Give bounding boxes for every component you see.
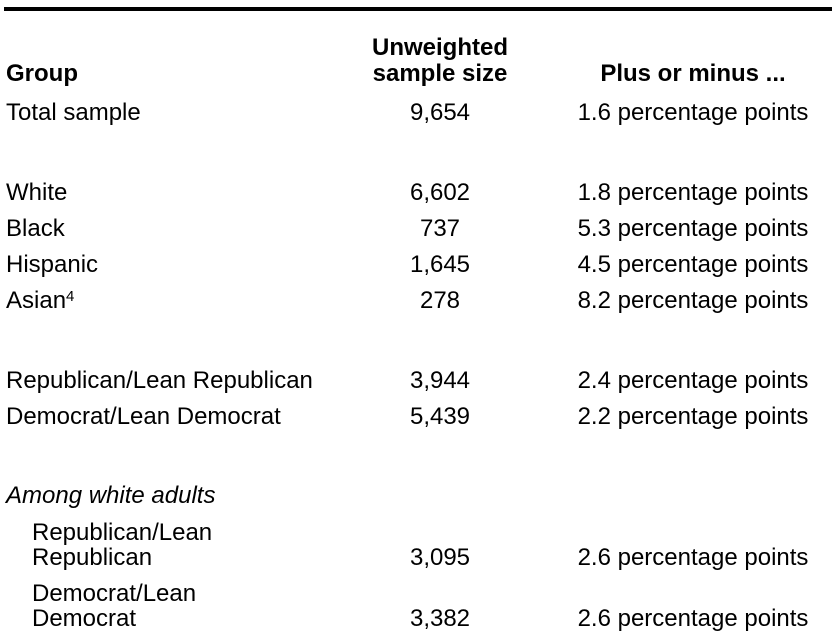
margins-of-error-table: Group Unweighted sample size Plus or min… — [4, 11, 832, 632]
moe-cell: 1.6 percentage points — [577, 98, 809, 126]
sample-size-cell: 3,944 — [409, 366, 471, 394]
table-row: Republican/Lean Republican 3,944 2.4 perce… — [4, 362, 832, 398]
spacer-cell — [4, 434, 832, 478]
spacer-cell — [4, 130, 832, 174]
spacer-row — [4, 130, 832, 174]
header-row: Group Unweighted sample size Plus or min… — [4, 11, 832, 94]
moe-cell: 5.3 percentage points — [577, 214, 809, 242]
table-row: Democrat/Lean Democrat 3,382 2.6 percentage… — [4, 575, 832, 632]
sample-size-cell: 5,439 — [409, 402, 471, 430]
table-row: Asian4 278 8.2 percentage points — [4, 282, 832, 318]
spacer-row — [4, 318, 832, 362]
sample-size-cell: 3,382 — [409, 605, 471, 632]
column-header-plus-or-minus: Plus or minus ... — [600, 60, 786, 87]
margins-of-error-table-wrap: Group Unweighted sample size Plus or min… — [4, 7, 832, 632]
table-row: White 6,602 1.8 percentage points — [4, 174, 832, 210]
table-row: Black 737 5.3 percentage points — [4, 210, 832, 246]
section-label: Among white adults — [6, 482, 216, 509]
moe-cell: 1.8 percentage points — [577, 178, 809, 206]
sample-size-cell: 9,654 — [409, 98, 471, 126]
table-row: Republican/Lean Republican 3,095 2.6 percen… — [4, 514, 832, 575]
column-header-sample-size-line2: sample size — [372, 60, 508, 87]
moe-cell: 2.4 percentage points — [577, 366, 809, 394]
moe-cell: 4.5 percentage points — [577, 250, 809, 278]
table-body: Total sample 9,654 1.6 percentage points Wh… — [4, 94, 832, 632]
table-row: Total sample 9,654 1.6 percentage points — [4, 94, 832, 130]
group-cell: Democrat/Lean Democrat — [6, 402, 281, 430]
group-cell: White — [6, 178, 68, 206]
sample-size-cell: 278 — [419, 286, 461, 314]
moe-cell: 2.6 percentage points — [577, 605, 809, 632]
moe-cell: 2.2 percentage points — [577, 402, 809, 430]
group-cell: Hispanic — [6, 250, 99, 278]
section-row: Among white adults — [4, 478, 832, 514]
column-header-sample-size: Unweighted sample size — [340, 11, 540, 94]
group-cell: Republican/Lean Republican — [32, 519, 213, 571]
page: { "page": { "background_color": "#ffffff… — [0, 7, 836, 632]
footnote-marker: 4 — [66, 287, 75, 305]
column-header-group: Group — [6, 60, 78, 87]
sample-size-cell: 6,602 — [409, 178, 471, 206]
sample-size-cell: 1,645 — [409, 250, 471, 278]
sample-size-cell: 3,095 — [409, 544, 471, 571]
table-row: Democrat/Lean Democrat 5,439 2.2 percentag… — [4, 398, 832, 434]
column-header-sample-size-line1: Unweighted — [372, 34, 508, 61]
sample-size-cell: 737 — [419, 214, 461, 242]
group-cell: Asian4 — [6, 286, 75, 314]
group-cell: Total sample — [6, 98, 141, 126]
table-header: Group Unweighted sample size Plus or min… — [4, 11, 832, 94]
table-row: Hispanic 1,645 4.5 percentage points — [4, 246, 832, 282]
group-cell: Republican/Lean Republican — [6, 366, 313, 394]
spacer-cell — [4, 318, 832, 362]
moe-cell: 2.6 percentage points — [577, 544, 809, 571]
moe-cell: 8.2 percentage points — [577, 286, 809, 314]
spacer-row — [4, 434, 832, 478]
group-cell: Democrat/Lean Democrat — [32, 580, 197, 632]
group-cell: Black — [6, 214, 65, 242]
